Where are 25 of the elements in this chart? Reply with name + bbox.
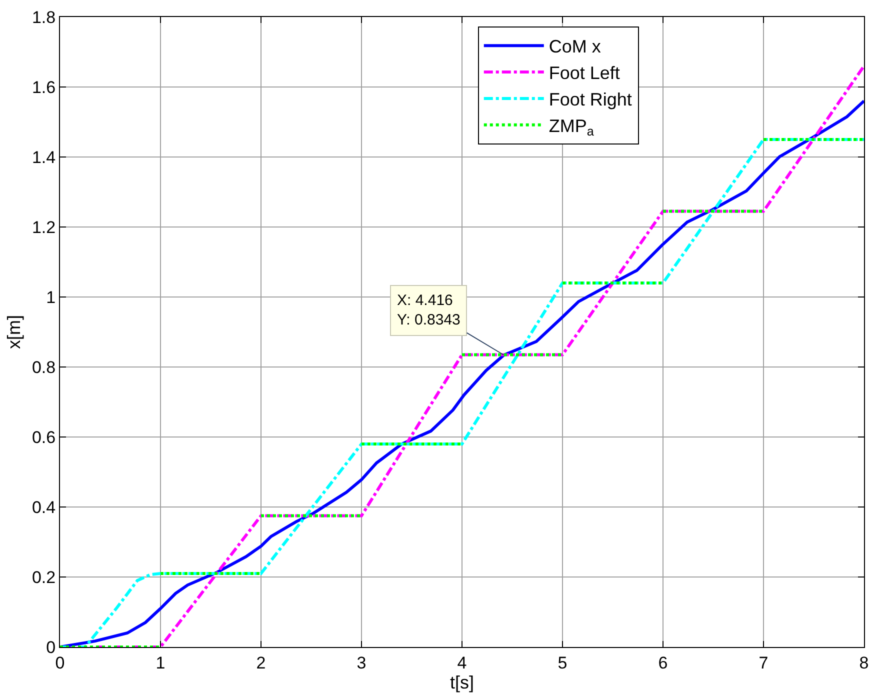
x-tick-label: 8 xyxy=(859,653,869,672)
y-tick-label: 1 xyxy=(46,288,56,307)
legend-label: ZMP$_{a}$ xyxy=(548,116,594,139)
x-tick-label: 4 xyxy=(457,653,467,672)
x-tick-label: 1 xyxy=(156,653,166,672)
legend-label: CoM x xyxy=(548,36,601,57)
legend-label: Foot Right xyxy=(548,89,632,110)
x-tick-label: 5 xyxy=(558,653,568,672)
x-axis-title: t[s] xyxy=(450,672,474,692)
x-tick-label: 3 xyxy=(356,653,366,672)
y-tick-label: 0.6 xyxy=(32,428,56,447)
y-tick-label: 0.8 xyxy=(32,358,56,377)
legend-label: Foot Left xyxy=(548,63,620,84)
y-tick-label: 0 xyxy=(46,638,56,657)
x-tick-label: 6 xyxy=(658,653,668,672)
y-axis-title: x[m] xyxy=(4,315,24,349)
x-tick-label: 7 xyxy=(758,653,768,672)
y-tick-label: 1.2 xyxy=(32,218,56,237)
y-tick-label: 1.8 xyxy=(32,8,56,27)
y-tick-label: 1.4 xyxy=(32,148,56,167)
annotation: X: 4.416 Y: 0.8343 xyxy=(397,292,460,328)
x-tick-label: 2 xyxy=(256,653,266,672)
y-tick-label: 1.6 xyxy=(32,78,56,97)
y-tick-label: 0.2 xyxy=(32,568,56,587)
y-tick-label: 0.4 xyxy=(32,498,56,517)
